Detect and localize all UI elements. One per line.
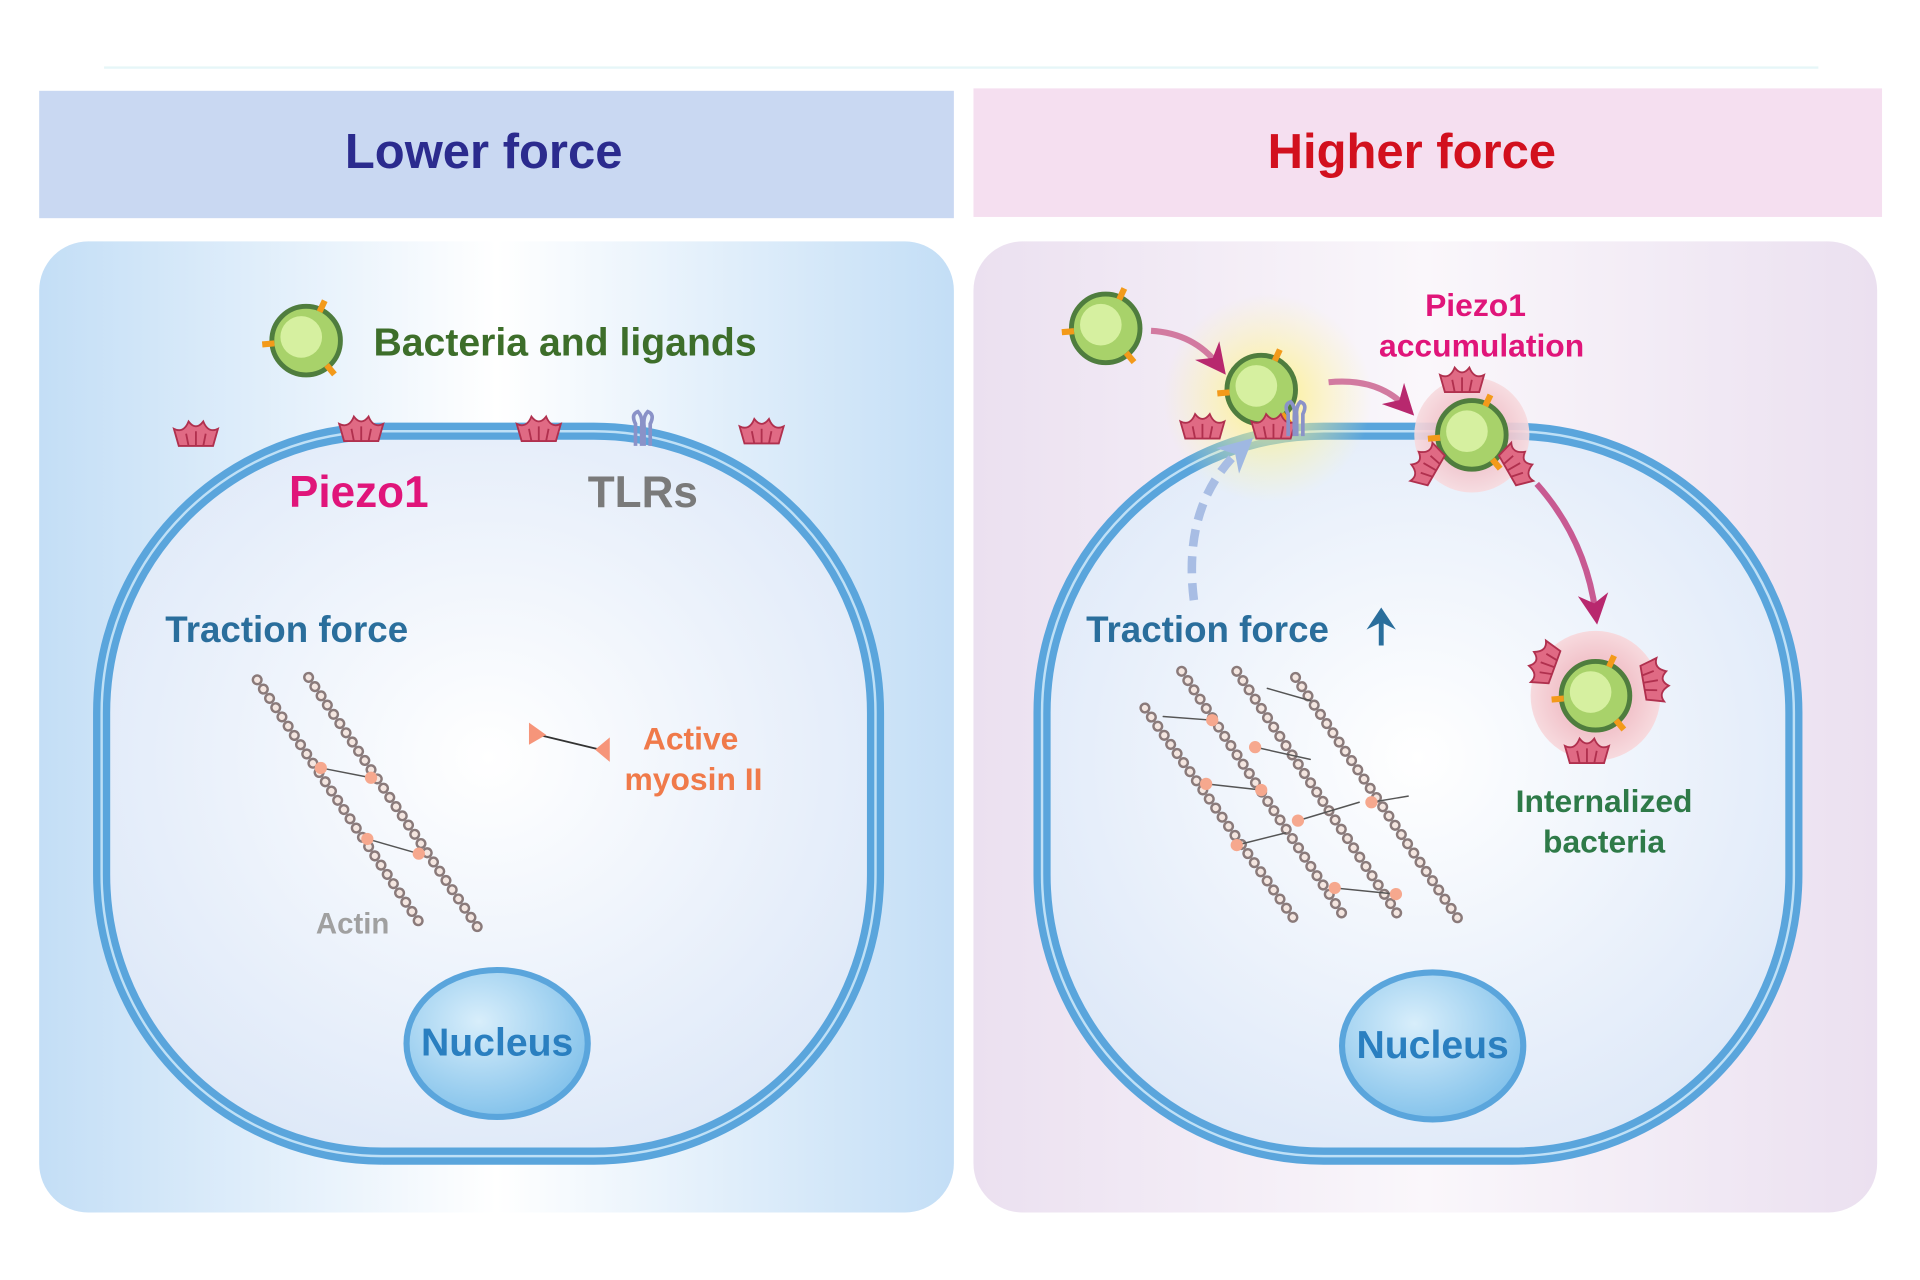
piezo-accumulation-label: accumulation xyxy=(1379,328,1584,364)
tlr-label: TLRs xyxy=(588,468,698,517)
nucleus-label: Nucleus xyxy=(1356,1024,1508,1067)
myosin-label: Active xyxy=(643,721,739,757)
higher-force-header xyxy=(973,88,1883,217)
actin-label: Actin xyxy=(316,907,389,940)
actin-filaments xyxy=(251,671,484,933)
nucleus xyxy=(403,966,591,1120)
myosin-icon xyxy=(528,722,610,762)
dashed-force-arrow xyxy=(1187,437,1254,601)
internalized-label: bacteria xyxy=(1543,823,1665,859)
bacteria-label: Bacteria and ligands xyxy=(373,321,756,364)
lower-force-panel: Bacteria and ligands Piezo1 TLRs Tractio… xyxy=(39,241,954,1213)
increase-arrow-icon xyxy=(1366,607,1396,646)
higher-force-title: Higher force xyxy=(1268,125,1556,179)
lower-force-title: Lower force xyxy=(345,125,623,179)
piezo1-label: Piezo1 xyxy=(289,468,429,517)
higher-force-panel: Piezo1 accumulation Internalized bacteri… xyxy=(973,241,1878,1213)
traction-force-label: Traction force xyxy=(1086,609,1329,650)
nucleus-label: Nucleus xyxy=(421,1022,573,1065)
actin-filaments xyxy=(1139,665,1466,927)
piezo-accumulation-label: Piezo1 xyxy=(1425,287,1526,323)
nucleus xyxy=(1338,969,1527,1123)
internalized-label: Internalized xyxy=(1516,783,1693,819)
traction-force-label: Traction force xyxy=(165,609,408,650)
myosin-label: myosin II xyxy=(624,761,762,797)
lower-force-header xyxy=(39,90,954,219)
